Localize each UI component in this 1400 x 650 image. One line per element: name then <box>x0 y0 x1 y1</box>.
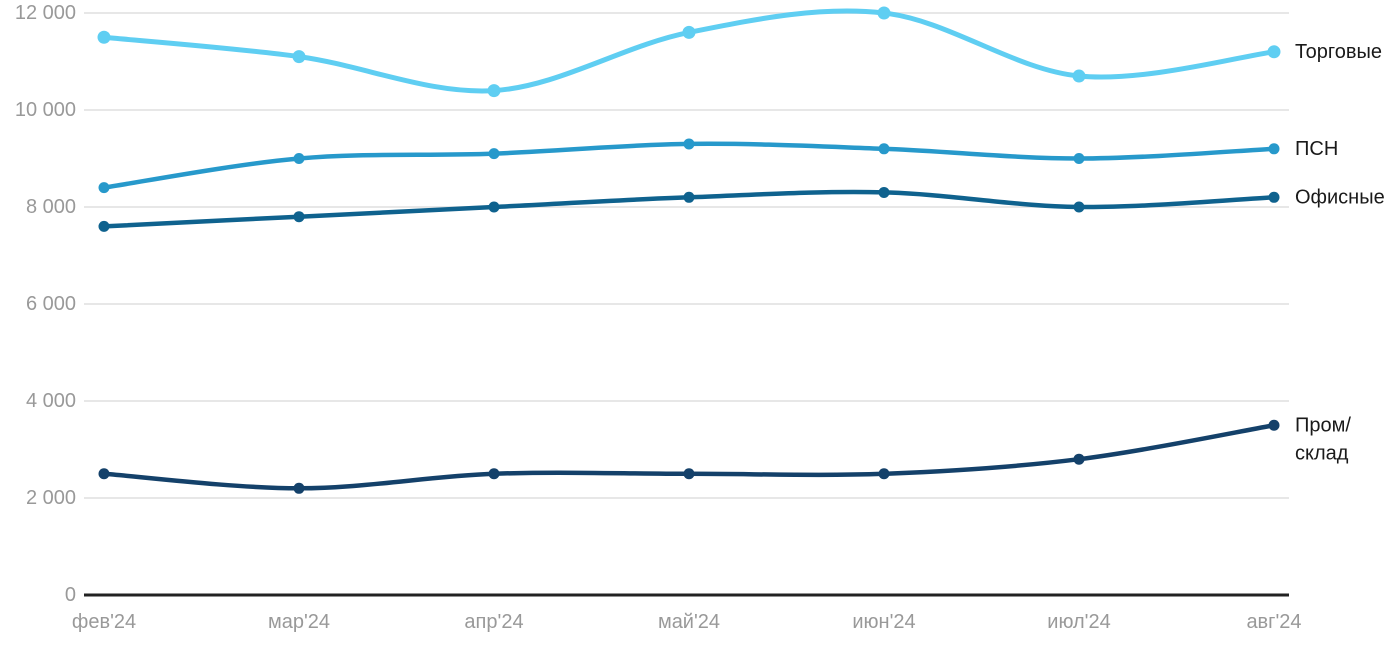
x-tick-label: июл'24 <box>1047 611 1110 633</box>
data-point-2-6[interactable] <box>1268 191 1280 203</box>
x-tick-label: авг'24 <box>1246 611 1301 633</box>
gridlines <box>84 12 1289 597</box>
x-tick-label: мар'24 <box>268 611 330 633</box>
x-tick-label: фев'24 <box>72 611 136 633</box>
y-tick-label: 4 000 <box>26 390 76 412</box>
y-tick-label: 10 000 <box>15 99 76 121</box>
legend-label-3: Пром/ <box>1295 414 1351 436</box>
series-2: Офисные <box>98 186 1385 232</box>
data-point-0-1[interactable] <box>292 50 306 64</box>
legend-label-0: Торговые <box>1295 41 1382 63</box>
data-point-1-5[interactable] <box>1073 153 1085 164</box>
x-axis-tick-labels: фев'24 мар'24 апр'24 май'24 июн'24 июл'24 авг'… <box>72 611 1302 633</box>
data-point-2-5[interactable] <box>1073 201 1085 213</box>
data-point-1-4[interactable] <box>878 143 890 155</box>
legend-label-2: Офисные <box>1295 186 1385 208</box>
data-point-3-5[interactable] <box>1073 453 1085 465</box>
data-point-2-1[interactable] <box>293 211 305 223</box>
x-tick-label: июн'24 <box>852 611 915 633</box>
y-axis-tick-labels: 0 2 000 4 000 6 000 8 000 10 000 12 000 <box>15 2 76 606</box>
x-tick-label: апр'24 <box>464 611 523 633</box>
series-line-0 <box>101 8 1277 94</box>
data-point-0-0[interactable] <box>97 30 111 44</box>
data-point-3-3[interactable] <box>683 468 695 480</box>
y-tick-label: 12 000 <box>15 2 76 24</box>
data-point-3-4[interactable] <box>878 468 890 480</box>
data-point-0-2[interactable] <box>487 84 501 98</box>
data-point-3-1[interactable] <box>293 482 305 494</box>
data-point-3-2[interactable] <box>488 468 500 480</box>
data-point-2-3[interactable] <box>683 191 695 203</box>
x-tick-label: май'24 <box>658 611 720 633</box>
data-point-2-2[interactable] <box>488 201 500 213</box>
data-point-0-5[interactable] <box>1072 69 1086 83</box>
y-tick-label: 0 <box>65 584 76 606</box>
legend-label-3: склад <box>1295 442 1349 464</box>
series-1: ПСН <box>98 138 1338 194</box>
data-point-1-2[interactable] <box>488 148 500 160</box>
data-point-0-4[interactable] <box>877 6 891 20</box>
data-point-3-0[interactable] <box>98 468 110 480</box>
data-point-0-3[interactable] <box>682 25 696 39</box>
data-point-1-6[interactable] <box>1268 143 1280 155</box>
data-point-0-6[interactable] <box>1267 45 1281 59</box>
y-tick-label: 2 000 <box>26 487 76 509</box>
data-point-2-0[interactable] <box>98 220 110 232</box>
data-point-1-3[interactable] <box>683 138 695 150</box>
data-point-2-4[interactable] <box>878 186 890 198</box>
y-tick-label: 8 000 <box>26 196 76 218</box>
series-line-1 <box>101 141 1277 190</box>
data-point-1-0[interactable] <box>98 182 110 194</box>
series-0: Торговые <box>97 6 1382 98</box>
y-tick-label: 6 000 <box>26 293 76 315</box>
data-point-3-6[interactable] <box>1268 419 1280 431</box>
legend-label-1: ПСН <box>1295 138 1338 160</box>
series-3: Пром/склад <box>98 414 1351 494</box>
data-point-1-1[interactable] <box>293 153 305 164</box>
